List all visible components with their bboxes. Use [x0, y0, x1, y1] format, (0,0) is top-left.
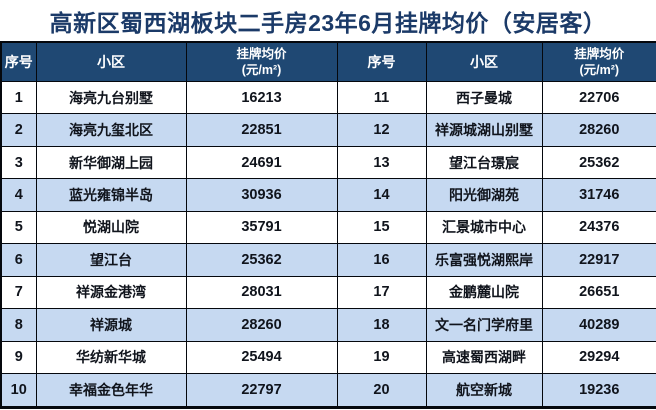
cell-price: 35791: [185, 210, 338, 245]
cell-no: 6: [0, 243, 37, 277]
cell-community: 新华御湖上园: [35, 145, 187, 180]
cell-price: 16213: [185, 80, 338, 115]
cell-community: 文一名门学府里: [425, 308, 543, 342]
cell-no: 9: [0, 340, 37, 374]
cell-no: 8: [0, 308, 37, 342]
cell-price: 22797: [185, 372, 338, 409]
cell-price: 40289: [541, 308, 656, 342]
cell-price: 19236: [541, 372, 656, 409]
table-row: 10 幸福金色年华 22797 20 航空新城 19236: [0, 372, 656, 409]
cell-no: 18: [336, 308, 427, 342]
cell-no: 11: [336, 80, 427, 115]
cell-price: 25494: [185, 340, 338, 374]
cell-price: 24376: [541, 210, 656, 245]
table-row: 3 新华御湖上园 24691 13 望江台璟宸 25362: [0, 145, 656, 180]
header-price-right-line2: (元/m²): [579, 63, 620, 77]
table-row: 4 蓝光雍锦半岛 30936 14 阳光御湖苑 31746: [0, 178, 656, 212]
cell-price: 22851: [185, 113, 338, 147]
table-row: 5 悦湖山院 35791 15 汇景城市中心 24376: [0, 210, 656, 245]
cell-price: 28260: [541, 113, 656, 147]
cell-community: 望江台璟宸: [425, 145, 543, 180]
page-title: 高新区蜀西湖板块二手房23年6月挂牌均价（安居客）: [49, 9, 607, 36]
cell-no: 20: [336, 372, 427, 409]
header-community-left: 小区: [35, 41, 187, 82]
cell-community: 祥源城湖山别墅: [425, 113, 543, 147]
cell-no: 13: [336, 145, 427, 180]
cell-no: 2: [0, 113, 37, 147]
header-no-right: 序号: [336, 41, 427, 82]
cell-community: 高速蜀西湖畔: [425, 340, 543, 374]
cell-community: 乐富强悦湖熙岸: [425, 243, 543, 277]
cell-price: 22917: [541, 243, 656, 277]
cell-price: 22706: [541, 80, 656, 115]
cell-community: 阳光御湖苑: [425, 178, 543, 212]
cell-no: 16: [336, 243, 427, 277]
cell-community: 祥源城: [35, 308, 187, 342]
header-no-left: 序号: [0, 41, 37, 82]
cell-community: 金鹏麓山院: [425, 275, 543, 310]
cell-community: 悦湖山院: [35, 210, 187, 245]
header-price-left-line1: 挂牌均价: [236, 46, 287, 61]
cell-price: 24691: [185, 145, 338, 180]
cell-no: 19: [336, 340, 427, 374]
cell-community: 航空新城: [425, 372, 543, 409]
header-price-right: 挂牌均价 (元/m²): [541, 41, 656, 82]
cell-no: 10: [0, 372, 37, 409]
table-row: 7 祥源金港湾 28031 17 金鹏麓山院 26651: [0, 275, 656, 310]
cell-no: 3: [0, 145, 37, 180]
cell-no: 15: [336, 210, 427, 245]
header-community-right: 小区: [425, 41, 543, 82]
cell-community: 蓝光雍锦半岛: [35, 178, 187, 212]
cell-no: 7: [0, 275, 37, 310]
table-row: 2 海亮九玺北区 22851 12 祥源城湖山别墅 28260: [0, 113, 656, 147]
table-row: 6 望江台 25362 16 乐富强悦湖熙岸 22917: [0, 243, 656, 277]
cell-no: 1: [0, 80, 37, 115]
header-price-right-line1: 挂牌均价: [574, 46, 625, 61]
cell-no: 12: [336, 113, 427, 147]
table-row: 9 华纺新华城 25494 19 高速蜀西湖畔 29294: [0, 340, 656, 374]
cell-price: 28260: [185, 308, 338, 342]
cell-community: 西子曼城: [425, 80, 543, 115]
cell-community: 祥源金港湾: [35, 275, 187, 310]
cell-price: 25362: [541, 145, 656, 180]
header-price-left-line2: (元/m²): [241, 63, 282, 77]
header-price-left: 挂牌均价 (元/m²): [185, 41, 338, 82]
cell-community: 海亮九玺北区: [35, 113, 187, 147]
table-row: 8 祥源城 28260 18 文一名门学府里 40289: [0, 308, 656, 342]
cell-no: 4: [0, 178, 37, 212]
table-row: 1 海亮九台别墅 16213 11 西子曼城 22706: [0, 80, 656, 115]
cell-price: 26651: [541, 275, 656, 310]
price-table: 序号 小区 挂牌均价 (元/m²) 序号 小区 挂牌均价 (元/m²) 1 海亮…: [0, 41, 656, 409]
cell-price: 28031: [185, 275, 338, 310]
cell-community: 华纺新华城: [35, 340, 187, 374]
cell-price: 30936: [185, 178, 338, 212]
cell-community: 望江台: [35, 243, 187, 277]
cell-price: 25362: [185, 243, 338, 277]
cell-price: 29294: [541, 340, 656, 374]
header-row: 序号 小区 挂牌均价 (元/m²) 序号 小区 挂牌均价 (元/m²): [0, 41, 656, 82]
cell-community: 幸福金色年华: [35, 372, 187, 409]
cell-no: 14: [336, 178, 427, 212]
cell-community: 海亮九台别墅: [35, 80, 187, 115]
cell-price: 31746: [541, 178, 656, 212]
cell-no: 17: [336, 275, 427, 310]
cell-community: 汇景城市中心: [425, 210, 543, 245]
cell-no: 5: [0, 210, 37, 245]
